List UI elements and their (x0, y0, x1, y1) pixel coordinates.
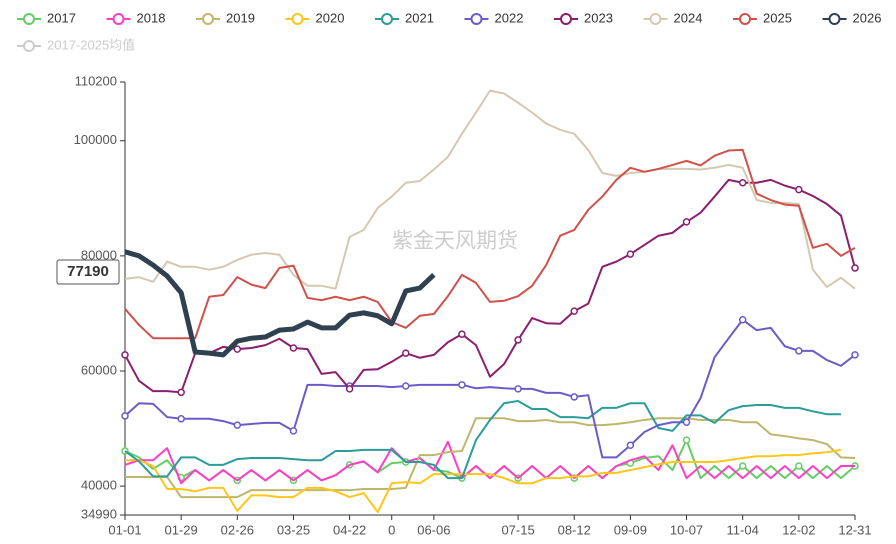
legend-icon (470, 13, 483, 25)
y-pointer-box (56, 259, 120, 285)
point (458, 381, 466, 389)
series-line (125, 417, 856, 499)
point (682, 418, 691, 427)
legend-label: 2017 (47, 10, 76, 25)
x-tick-label: 03-25 (277, 522, 310, 537)
point (402, 382, 410, 390)
point (289, 427, 298, 435)
y-tick-label: 60000 (81, 362, 117, 377)
point (458, 330, 466, 338)
point (121, 351, 129, 359)
x-tick-label: 0 (388, 522, 395, 537)
legend-label: 2022 (495, 10, 524, 25)
legend-icon (291, 13, 304, 25)
legend-icon (112, 13, 125, 25)
series-line (124, 440, 855, 485)
point (514, 385, 522, 393)
point (570, 307, 578, 315)
series-line (124, 318, 856, 459)
point (233, 421, 242, 429)
legend-icon (828, 13, 841, 25)
legend-icon (739, 13, 751, 25)
point (795, 185, 803, 194)
point (345, 385, 354, 393)
point (289, 344, 298, 352)
legend-label: 2024 (674, 10, 703, 25)
y-tick-label: 80000 (81, 247, 117, 262)
legend-icon (560, 13, 572, 25)
y-tick-label: 100000 (74, 132, 117, 147)
point (570, 393, 578, 401)
series-line (124, 148, 856, 340)
y-tick-label: 40000 (81, 478, 117, 493)
y-tick-label: 34990 (81, 506, 117, 521)
point (121, 412, 129, 420)
x-tick-label: 01-01 (108, 522, 141, 537)
x-tick-label: 06-06 (417, 522, 450, 537)
point (738, 462, 747, 470)
point (177, 388, 185, 397)
x-tick-label: 07-15 (501, 522, 534, 537)
legend-icon (381, 13, 393, 25)
legend-label: 2020 (316, 10, 345, 25)
legend-icon (649, 13, 662, 25)
point (177, 415, 185, 423)
point (851, 351, 859, 359)
x-tick-label: 09-09 (614, 522, 647, 537)
series-line (124, 399, 841, 480)
legend-label: 2025 (763, 10, 792, 25)
series-line (125, 448, 842, 514)
legend-label: 2023 (584, 10, 613, 25)
y-pointer-label: 77190 (67, 263, 109, 280)
point (402, 349, 410, 357)
x-tick-label: 11-04 (727, 522, 759, 537)
point (682, 436, 691, 444)
x-tick-label: 01-29 (165, 522, 198, 537)
x-tick-label: 12-02 (782, 522, 815, 537)
x-tick-label: 10-07 (670, 522, 703, 537)
series-line (124, 89, 856, 290)
point (233, 345, 242, 353)
point (626, 250, 635, 258)
legend-label: 2018 (137, 10, 166, 25)
x-tick-label: 04-22 (333, 522, 366, 537)
point (851, 264, 859, 272)
point (682, 218, 691, 226)
x-tick-label: 08-12 (558, 522, 591, 537)
point (738, 316, 747, 324)
watermark: 紫金天风期货 (392, 230, 518, 253)
legend-icon (202, 13, 214, 25)
legend-label: 2026 (853, 10, 882, 25)
point (738, 179, 747, 187)
legend-label: 2017-2025均值 (47, 37, 135, 52)
series-line (124, 178, 856, 394)
x-tick-label: 02-26 (221, 522, 254, 537)
point (514, 336, 522, 344)
series-line (124, 249, 436, 358)
legend-icon (23, 13, 35, 25)
y-tick-label: 110200 (75, 73, 117, 88)
legend-icon (23, 40, 35, 52)
x-tick-label: 12-31 (838, 522, 871, 537)
legend-label: 2021 (405, 10, 434, 25)
legend-label: 2019 (226, 10, 255, 25)
point (795, 462, 803, 470)
point (795, 347, 803, 355)
point (626, 441, 635, 450)
